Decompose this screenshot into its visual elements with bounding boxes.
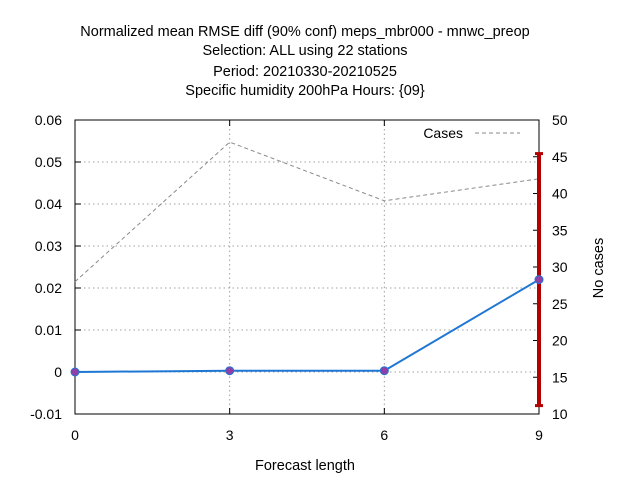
y2-tick-label: 20 bbox=[552, 333, 568, 349]
data-point bbox=[70, 367, 80, 377]
y2-tick-label: 30 bbox=[552, 259, 568, 275]
title-line-2: Selection: ALL using 22 stations bbox=[202, 43, 407, 59]
x-axis-label: Forecast length bbox=[255, 458, 355, 474]
y2-axis-label: No cases bbox=[591, 238, 607, 298]
x-tick-label: 3 bbox=[226, 427, 234, 443]
cases-line bbox=[74, 141, 540, 283]
data-point bbox=[225, 366, 235, 376]
y-tick-label: 0 bbox=[54, 364, 62, 380]
title-line-4: Specific humidity 200hPa Hours: {09} bbox=[185, 83, 425, 99]
y2-tick-label: 40 bbox=[552, 186, 568, 202]
y2-tick-label: 10 bbox=[552, 406, 568, 422]
y-tick-label: 0.06 bbox=[35, 112, 62, 128]
x-tick-label: 0 bbox=[71, 427, 79, 443]
axes: -0.01 0 0.01 0.02 0.03 0.04 0.05 0.06 0 3 6 9 10 15 20… bbox=[30, 112, 568, 443]
title-line-3: Period: 20210330-20210525 bbox=[213, 64, 397, 80]
y-tick-label: 0.05 bbox=[35, 154, 62, 170]
legend: Cases bbox=[423, 125, 520, 141]
series-layer bbox=[70, 141, 544, 408]
title-line-1: Normalized mean RMSE diff (90% conf) mep… bbox=[80, 24, 529, 40]
y2-tick-label: 50 bbox=[552, 112, 568, 128]
x-tick-label: 9 bbox=[535, 427, 543, 443]
y-tick-label: 0.01 bbox=[35, 322, 62, 338]
y2-tick-label: 45 bbox=[552, 149, 568, 165]
y-tick-label: -0.01 bbox=[30, 406, 62, 422]
legend-label-cases: Cases bbox=[423, 125, 463, 141]
y-tick-label: 0.02 bbox=[35, 280, 62, 296]
y-tick-label: 0.04 bbox=[35, 196, 62, 212]
y2-tick-label: 35 bbox=[552, 222, 568, 238]
y-tick-label: 0.03 bbox=[35, 238, 62, 254]
chart-title: Normalized mean RMSE diff (90% conf) mep… bbox=[80, 24, 529, 99]
data-point bbox=[534, 275, 544, 285]
data-point bbox=[379, 366, 389, 376]
y2-tick-label: 15 bbox=[552, 369, 568, 385]
rmse-diff-line bbox=[74, 278, 540, 373]
x-tick-label: 6 bbox=[380, 427, 388, 443]
y2-tick-label: 25 bbox=[552, 296, 568, 312]
